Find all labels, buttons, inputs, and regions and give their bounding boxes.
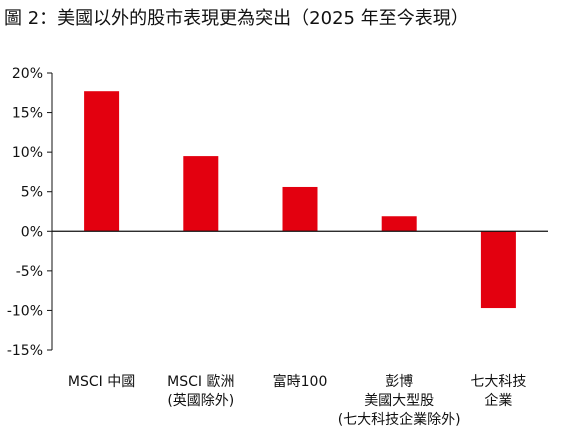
y-tick-label: 10%	[12, 145, 43, 161]
chart-title: 圖 2：美國以外的股市表現更為突出（2025 年至今表現）	[4, 8, 469, 29]
y-tick-label: -10%	[7, 303, 43, 319]
x-category-label: (七大科技企業除外)	[338, 411, 461, 428]
y-tick-label: 0%	[21, 224, 43, 240]
x-category-label: 彭博	[385, 373, 413, 390]
bar	[480, 231, 516, 309]
y-tick-label: 5%	[21, 185, 43, 201]
x-category-label: MSCI 中國	[68, 374, 135, 390]
x-category-label: 企業	[484, 392, 512, 409]
bar	[381, 216, 417, 232]
x-category-label: (英國除外)	[167, 392, 234, 409]
y-tick-label: -15%	[7, 343, 43, 359]
bar	[84, 91, 120, 232]
y-tick-label: -5%	[16, 264, 43, 280]
y-tick-label: 15%	[12, 106, 43, 122]
bar	[282, 186, 318, 232]
x-category-label: 七大科技	[470, 374, 526, 390]
x-category-label: MSCI 歐洲	[167, 374, 234, 390]
x-category-label: 富時100	[273, 373, 328, 390]
x-category-label: 美國大型股	[364, 393, 434, 409]
y-tick-label: 20%	[12, 66, 43, 82]
bar	[183, 156, 219, 232]
